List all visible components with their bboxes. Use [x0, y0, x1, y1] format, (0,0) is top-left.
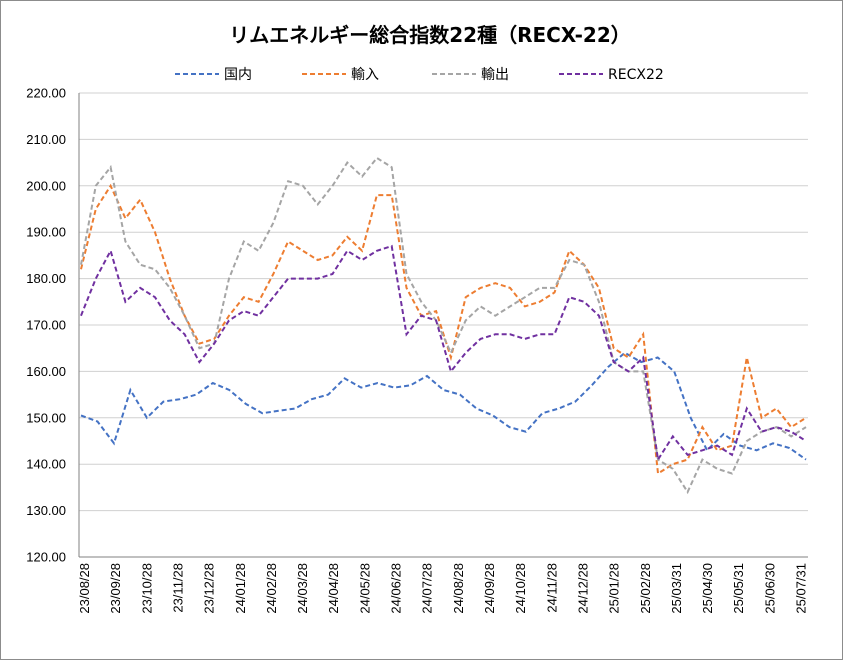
series-line [80, 183, 807, 476]
x-tick-label: 25/07/31 [794, 563, 809, 614]
x-tick-label: 24/01/28 [233, 563, 248, 614]
y-tick-label: 160.00 [26, 364, 66, 379]
x-tick-label: 23/12/28 [202, 563, 217, 614]
x-tick-label: 24/04/28 [326, 563, 341, 614]
y-tick-label: 120.00 [26, 550, 66, 565]
x-tick-label: 24/05/28 [357, 563, 372, 614]
x-tick-label: 25/02/28 [638, 563, 653, 614]
x-tick-label: 24/08/28 [451, 563, 466, 614]
x-tick-label: 25/05/31 [731, 563, 746, 614]
x-tick-label: 24/06/28 [389, 563, 404, 614]
chart-title: リムエネルギー総合指数22種（RECX-22） [229, 23, 631, 47]
x-tick-label: 23/10/28 [139, 563, 154, 614]
x-tick-label: 24/10/28 [513, 563, 528, 614]
legend: 国内 輸入 輸出 RECX22 [175, 67, 664, 83]
x-tick-label: 25/06/30 [762, 563, 777, 614]
y-tick-label: 170.00 [26, 318, 66, 333]
series-line [80, 351, 807, 461]
x-axis-ticks: 23/08/28 23/09/28 23/10/28 23/11/28 23/12/28… [77, 563, 809, 614]
series-lines [80, 156, 807, 495]
y-tick-label: 210.00 [26, 132, 66, 147]
x-tick-label: 24/03/28 [295, 563, 310, 614]
x-tick-label: 24/07/28 [420, 563, 435, 614]
series-line [80, 244, 807, 463]
y-tick-label: 140.00 [26, 457, 66, 472]
legend-label: RECX22 [608, 67, 664, 83]
y-tick-label: 190.00 [26, 225, 66, 240]
x-tick-label: 25/03/31 [669, 563, 684, 614]
legend-label: 国内 [224, 67, 252, 83]
y-tick-label: 150.00 [26, 410, 66, 425]
x-tick-label: 24/09/28 [482, 563, 497, 614]
x-tick-label: 23/09/28 [108, 563, 123, 614]
x-tick-label: 24/11/28 [544, 563, 559, 613]
axes [78, 93, 808, 558]
legend-label: 輸入 [351, 67, 379, 83]
y-tick-label: 200.00 [26, 178, 66, 193]
x-tick-label: 25/04/30 [700, 563, 715, 614]
y-tick-label: 180.00 [26, 271, 66, 286]
legend-label: 輸出 [481, 67, 509, 83]
x-tick-label: 24/12/28 [575, 563, 590, 614]
y-tick-label: 130.00 [26, 503, 66, 518]
x-tick-label: 25/01/28 [607, 563, 622, 614]
x-tick-label: 24/02/28 [264, 563, 279, 614]
gridlines [79, 92, 808, 558]
y-tick-label: 220.00 [26, 86, 66, 101]
y-axis-ticks: 120.00 130.00 140.00 150.00 160.00 170.00 180.… [26, 86, 66, 565]
x-tick-label: 23/08/28 [77, 563, 92, 614]
x-tick-label: 23/11/28 [170, 563, 185, 613]
series-line [80, 156, 807, 495]
